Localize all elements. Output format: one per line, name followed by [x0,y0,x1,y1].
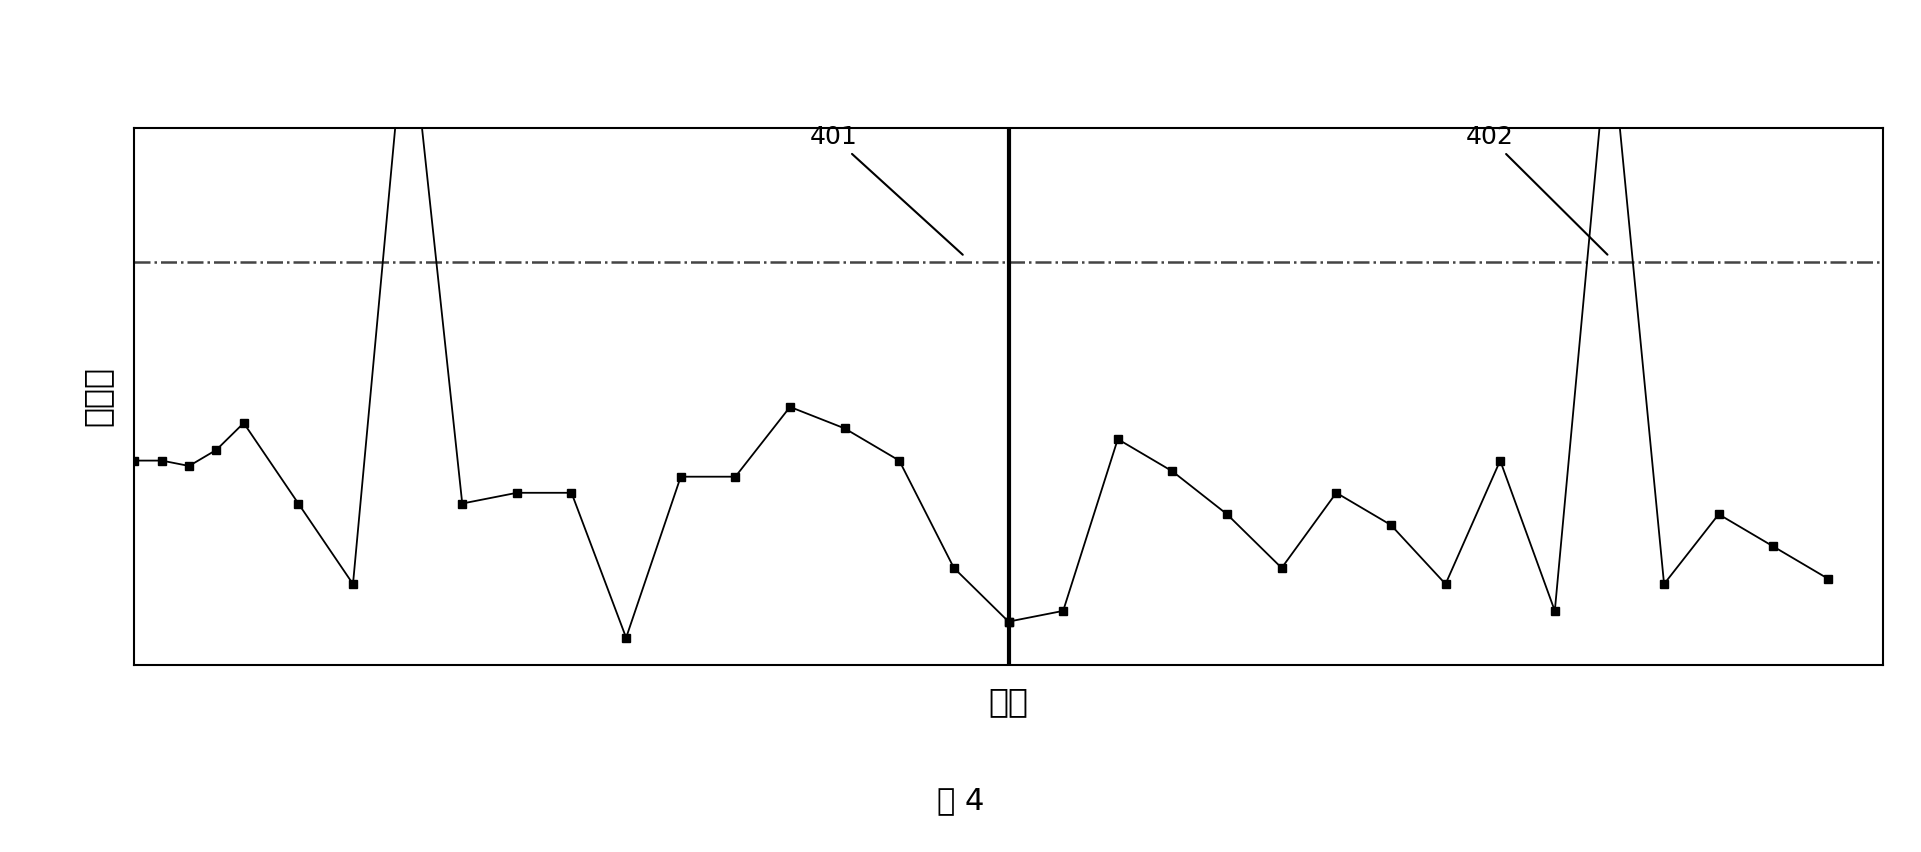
Text: 402: 402 [1466,125,1608,255]
Text: 图 4: 图 4 [937,786,984,815]
Y-axis label: 颗粒数: 颗粒数 [81,366,113,426]
X-axis label: 片号: 片号 [989,685,1028,718]
Text: 401: 401 [811,125,962,255]
